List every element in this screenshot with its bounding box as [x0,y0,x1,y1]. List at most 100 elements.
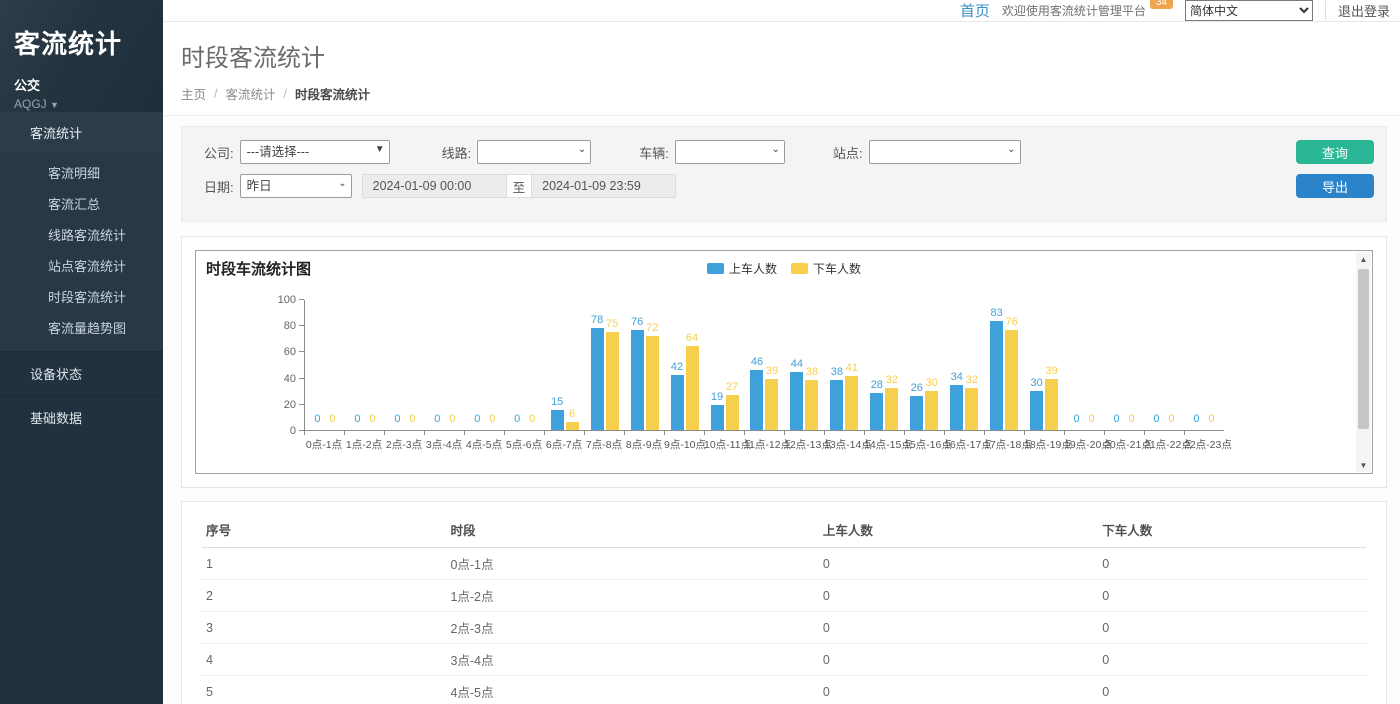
org-code-dropdown[interactable]: AQGJ ▼ [14,97,149,111]
breadcrumb-home[interactable]: 主页 [181,88,207,102]
bar: 72 [645,322,659,430]
bar-value-label: 46 [750,355,764,368]
bar-value-label: 27 [725,380,739,393]
org-name: 公交 [14,78,41,93]
date-preset-select[interactable]: 昨日 [239,174,352,198]
sidebar-item-basic-data[interactable]: 基础数据 [0,395,163,439]
chart-x-tickmarks [304,431,1224,435]
bar-value-label: 38 [805,366,819,379]
bar-value-label: 6 [569,408,576,421]
legend-item[interactable]: 上车人数 [706,260,777,277]
bar-value-label: 0 [1168,413,1175,425]
bar: 30 [925,377,939,430]
bar-value-label: 26 [910,381,923,394]
bar: 6 [565,408,579,430]
vehicle-label: 车辆: [639,145,669,161]
table-cell: 0 [818,675,1099,704]
export-button[interactable]: 导出 [1296,174,1374,198]
y-tick-label: 100 [277,294,296,306]
sidebar-section-passenger-stats[interactable]: 客流统计 [0,112,163,153]
bar: 32 [965,374,979,430]
legend-item[interactable]: 下车人数 [791,260,861,277]
bar-value-label: 0 [394,413,401,425]
sidebar-subitem[interactable]: 时段客流统计 [48,290,127,305]
search-button[interactable]: 查询 [1296,140,1374,164]
chart-title: 时段车流统计图 [206,261,312,278]
app-title: 客流统计 [14,29,123,59]
bar: 44 [790,358,804,430]
home-link[interactable]: 首页 [959,3,990,20]
notification-badge[interactable]: 34 [1149,0,1173,9]
bar-group: 76 72 [625,299,665,430]
bar-value-label: 30 [1030,376,1043,389]
sidebar-subitem[interactable]: 客流量趋势图 [48,321,127,336]
bar: 46 [750,356,764,430]
bar: 78 [590,314,604,430]
chevron-down-icon: ▼ [50,100,59,110]
bar: 76 [630,316,644,430]
scroll-down-arrow-icon[interactable]: ▼ [1359,460,1368,470]
top-navbar: 首页 欢迎使用客流统计管理平台 34 简体中文 退出登录 [163,0,1400,22]
legend-swatch [706,263,724,274]
breadcrumb-parent[interactable]: 客流统计 [225,88,276,102]
date-from-input[interactable]: 2024-01-09 00:00 [361,174,507,198]
breadcrumb-separator: / [214,86,218,101]
x-tick-label: 7点-8点 [585,439,623,451]
col-header-period: 时段 [446,512,819,548]
sidebar-subitem[interactable]: 线路客流统计 [48,228,127,243]
logout-link[interactable]: 退出登录 [1324,1,1390,20]
date-to-input[interactable]: 2024-01-09 23:59 [531,174,677,198]
chart-vertical-scrollbar[interactable]: ▲ ▼ [1356,252,1371,472]
bar-value-label: 0 [449,413,456,425]
bar: 32 [885,374,899,430]
x-tick-label: 1点-2点 [345,439,383,451]
scrollbar-thumb[interactable] [1358,269,1369,429]
bar-value-label: 0 [314,413,321,425]
station-select[interactable] [868,140,1021,164]
table-cell: 0 [818,611,1099,644]
y-tick-label: 60 [283,346,296,359]
bar-value-label: 76 [630,316,644,329]
welcome-text: 欢迎使用客流统计管理平台 [1001,4,1146,18]
bar: 42 [670,361,684,430]
company-label: 公司: [204,145,234,161]
bar-value-label: 0 [1208,413,1215,425]
bar-value-label: 0 [369,413,376,425]
bar-value-label: 0 [1153,413,1160,425]
bar-group: 30 39 [1024,299,1064,430]
x-tick-label: 21点-22点 [1144,439,1192,451]
bar-value-label: 76 [1005,316,1018,329]
company-select[interactable]: ---请选择--- [239,140,390,164]
bar: 38 [830,366,844,430]
bar-value-label: 28 [870,379,883,392]
table-cell: 4 [202,643,447,676]
breadcrumb-current: 时段客流统计 [295,88,371,102]
bar-value-label: 0 [1073,413,1080,425]
language-select[interactable]: 简体中文 [1184,0,1313,21]
bar-value-label: 0 [1088,413,1095,425]
table-cell: 4点-5点 [446,675,819,704]
vehicle-select[interactable] [674,140,785,164]
bar: 41 [845,362,859,430]
line-select[interactable] [477,140,592,164]
sidebar-item-device-status[interactable]: 设备状态 [0,351,163,395]
table-cell: 0 [1098,643,1366,676]
station-label: 站点: [832,145,863,161]
sidebar-subitem[interactable]: 客流明细 [48,166,101,181]
bar-value-label: 39 [765,364,779,377]
x-tick-label: 10点-11点 [704,439,752,451]
table-cell: 1 [202,547,447,580]
sidebar-subitem[interactable]: 站点客流统计 [48,259,127,274]
y-tick-label: 20 [283,398,296,411]
scroll-up-arrow-icon[interactable]: ▲ [1359,254,1368,264]
sidebar-subitem[interactable]: 客流汇总 [48,197,101,212]
filter-buttons: 查询 导出 [1296,140,1374,198]
table-row: 3 2点-3点 0 0 [202,611,1366,644]
bar-value-label: 0 [529,413,536,425]
table-cell: 2点-3点 [446,611,819,644]
time-period-table: 序号 时段 上车人数 下车人数 1 0点-1点 0 0 2 1点-2点 0 0 3 2点-3点 0 0… [202,512,1366,704]
